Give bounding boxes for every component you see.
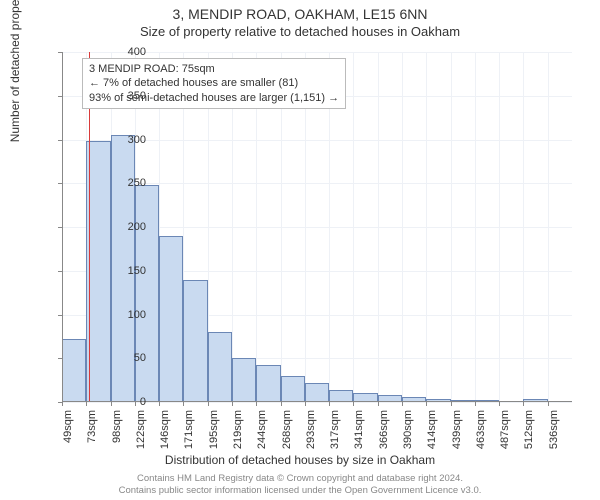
bar	[232, 358, 256, 402]
xtick-mark	[305, 402, 306, 406]
xtick-mark	[111, 402, 112, 406]
footer: Contains HM Land Registry data © Crown c…	[0, 473, 600, 496]
ytick-label: 400	[66, 46, 146, 58]
footer-line-2: Contains public sector information licen…	[0, 485, 600, 496]
ytick-mark	[58, 140, 62, 141]
bar	[281, 376, 305, 402]
xtick-mark	[183, 402, 184, 406]
xtick-mark	[451, 402, 452, 406]
bar	[183, 280, 207, 403]
bar	[256, 365, 280, 402]
bar	[135, 185, 159, 402]
ytick-mark	[58, 183, 62, 184]
xtick-mark	[378, 402, 379, 406]
xtick-mark	[426, 402, 427, 406]
chart-subtitle: Size of property relative to detached ho…	[0, 22, 600, 39]
bar	[305, 383, 329, 402]
y-axis-label: Number of detached properties	[8, 0, 22, 142]
ytick-label: 50	[66, 352, 146, 364]
ytick-label: 350	[66, 90, 146, 102]
xtick-mark	[62, 402, 63, 406]
ytick-mark	[58, 227, 62, 228]
x-axis-label: Distribution of detached houses by size …	[0, 453, 600, 467]
xtick-mark	[159, 402, 160, 406]
y-axis	[62, 52, 63, 402]
xtick-mark	[208, 402, 209, 406]
ytick-label: 100	[66, 309, 146, 321]
ytick-mark	[58, 315, 62, 316]
ytick-label: 200	[66, 221, 146, 233]
ytick-mark	[58, 271, 62, 272]
bar	[159, 236, 183, 402]
xtick-mark	[402, 402, 403, 406]
ytick-mark	[58, 358, 62, 359]
annotation-line-1: 3 MENDIP ROAD: 75sqm	[89, 62, 339, 76]
ytick-label: 150	[66, 265, 146, 277]
xtick-mark	[86, 402, 87, 406]
chart-title: 3, MENDIP ROAD, OAKHAM, LE15 6NN	[0, 0, 600, 22]
xtick-mark	[475, 402, 476, 406]
bar	[62, 339, 86, 402]
bar	[208, 332, 232, 402]
xtick-mark	[256, 402, 257, 406]
ytick-label: 250	[66, 177, 146, 189]
ytick-mark	[58, 52, 62, 53]
xtick-mark	[329, 402, 330, 406]
ytick-mark	[58, 96, 62, 97]
ytick-label: 300	[66, 134, 146, 146]
xtick-mark	[523, 402, 524, 406]
xtick-mark	[353, 402, 354, 406]
xtick-mark	[281, 402, 282, 406]
xtick-mark	[548, 402, 549, 406]
xtick-mark	[232, 402, 233, 406]
xtick-mark	[135, 402, 136, 406]
xtick-mark	[499, 402, 500, 406]
annotation-line-2: ← 7% of detached houses are smaller (81)	[89, 76, 339, 90]
footer-line-1: Contains HM Land Registry data © Crown c…	[0, 473, 600, 484]
chart-container: 3, MENDIP ROAD, OAKHAM, LE15 6NN Size of…	[0, 0, 600, 500]
